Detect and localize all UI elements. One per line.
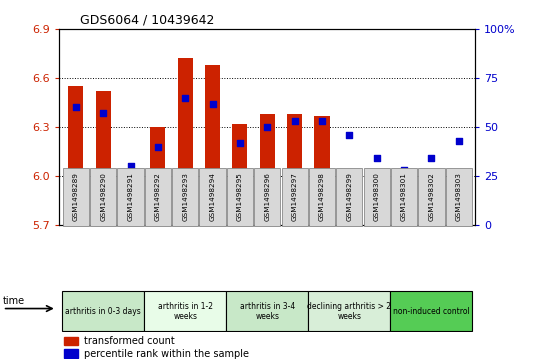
FancyBboxPatch shape — [446, 168, 472, 226]
Bar — [369, 223, 384, 225]
FancyBboxPatch shape — [254, 168, 280, 226]
FancyBboxPatch shape — [172, 168, 198, 226]
Text: GSM1498295: GSM1498295 — [237, 172, 243, 221]
Text: percentile rank within the sample: percentile rank within the sample — [84, 349, 249, 359]
Bar — [314, 115, 329, 225]
Point — [126, 163, 135, 169]
FancyBboxPatch shape — [390, 291, 472, 331]
Bar — [68, 86, 83, 225]
Bar — [451, 220, 467, 225]
Bar — [64, 337, 78, 346]
FancyBboxPatch shape — [227, 168, 253, 226]
Bar — [64, 349, 78, 358]
FancyBboxPatch shape — [144, 291, 226, 331]
Point — [318, 118, 326, 124]
Text: non-induced control: non-induced control — [393, 307, 470, 316]
Point — [373, 155, 381, 161]
Text: declining arthritis > 2
weeks: declining arthritis > 2 weeks — [307, 302, 392, 321]
FancyBboxPatch shape — [363, 168, 390, 226]
Bar — [232, 124, 247, 225]
Text: GSM1498300: GSM1498300 — [374, 172, 380, 221]
Bar — [96, 91, 111, 225]
Bar — [178, 58, 193, 225]
Bar — [396, 170, 411, 225]
FancyBboxPatch shape — [308, 291, 390, 331]
FancyBboxPatch shape — [62, 291, 144, 331]
Text: transformed count: transformed count — [84, 336, 175, 346]
Point — [153, 144, 162, 150]
Bar — [342, 204, 357, 225]
Text: arthritis in 1-2
weeks: arthritis in 1-2 weeks — [158, 302, 213, 321]
FancyBboxPatch shape — [336, 168, 362, 226]
Point — [427, 155, 436, 161]
Text: arthritis in 3-4
weeks: arthritis in 3-4 weeks — [240, 302, 295, 321]
Text: GSM1498291: GSM1498291 — [127, 172, 133, 221]
FancyBboxPatch shape — [309, 168, 335, 226]
Text: GSM1498289: GSM1498289 — [73, 172, 79, 221]
Bar — [424, 205, 439, 225]
Text: GSM1498302: GSM1498302 — [428, 172, 435, 221]
Bar — [205, 65, 220, 225]
Text: GSM1498297: GSM1498297 — [292, 172, 298, 221]
Point — [208, 101, 217, 106]
Text: GSM1498299: GSM1498299 — [346, 172, 353, 221]
Text: GSM1498292: GSM1498292 — [155, 172, 161, 221]
Text: GSM1498298: GSM1498298 — [319, 172, 325, 221]
Bar — [123, 176, 138, 225]
Point — [235, 140, 244, 146]
Text: GSM1498290: GSM1498290 — [100, 172, 106, 221]
Text: GDS6064 / 10439642: GDS6064 / 10439642 — [80, 13, 214, 26]
FancyBboxPatch shape — [226, 291, 308, 331]
Text: arthritis in 0-3 days: arthritis in 0-3 days — [65, 307, 141, 316]
FancyBboxPatch shape — [90, 168, 116, 226]
FancyBboxPatch shape — [418, 168, 444, 226]
Text: GSM1498296: GSM1498296 — [264, 172, 271, 221]
Point — [181, 95, 190, 101]
FancyBboxPatch shape — [199, 168, 226, 226]
Bar — [287, 114, 302, 225]
FancyBboxPatch shape — [391, 168, 417, 226]
Point — [400, 167, 408, 173]
FancyBboxPatch shape — [145, 168, 171, 226]
Text: GSM1498294: GSM1498294 — [210, 172, 215, 221]
Text: GSM1498293: GSM1498293 — [182, 172, 188, 221]
Text: GSM1498303: GSM1498303 — [456, 172, 462, 221]
Point — [345, 132, 354, 138]
Point — [71, 105, 80, 110]
Bar — [260, 114, 275, 225]
Bar — [150, 127, 165, 225]
Point — [263, 124, 272, 130]
Point — [455, 138, 463, 144]
FancyBboxPatch shape — [281, 168, 308, 226]
Text: time: time — [3, 296, 25, 306]
FancyBboxPatch shape — [63, 168, 89, 226]
Text: GSM1498301: GSM1498301 — [401, 172, 407, 221]
Point — [99, 110, 107, 116]
FancyBboxPatch shape — [117, 168, 144, 226]
Point — [291, 118, 299, 124]
